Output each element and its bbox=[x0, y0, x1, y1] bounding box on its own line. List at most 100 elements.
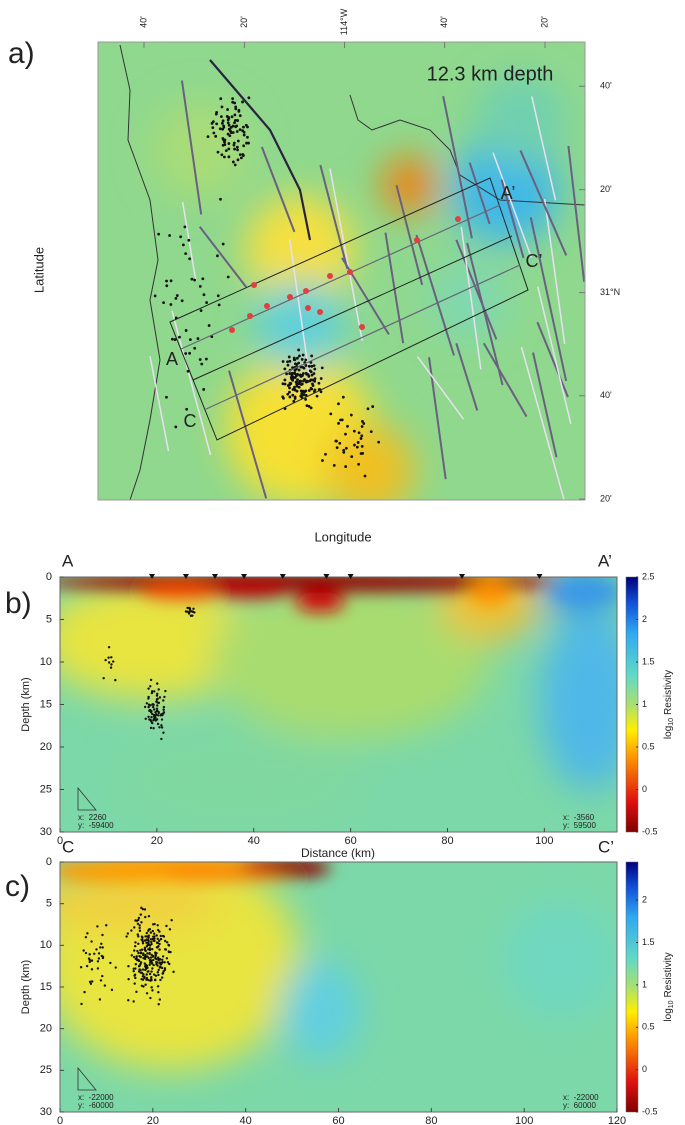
earthquake bbox=[242, 133, 246, 137]
earthquake bbox=[349, 413, 353, 417]
earthquake bbox=[125, 935, 128, 938]
earthquake bbox=[138, 929, 142, 932]
earthquake bbox=[227, 142, 231, 145]
resistivity-blob bbox=[120, 730, 360, 830]
earthquake bbox=[104, 658, 107, 662]
earthquake bbox=[93, 952, 96, 956]
resistivity-blob bbox=[150, 100, 250, 200]
earthquake bbox=[295, 356, 299, 360]
earthquake bbox=[337, 421, 340, 425]
earthquake bbox=[145, 992, 149, 995]
earthquake bbox=[242, 130, 246, 134]
y-tick-label: 20' bbox=[600, 493, 612, 503]
earthquake bbox=[150, 970, 153, 973]
earthquake bbox=[96, 967, 100, 970]
earthquake bbox=[143, 908, 147, 911]
earthquake bbox=[321, 459, 324, 462]
x-tick-label: 100 bbox=[515, 1115, 533, 1125]
earthquake bbox=[103, 984, 107, 987]
earthquake bbox=[156, 985, 160, 988]
earthquake bbox=[149, 938, 153, 941]
earthquake bbox=[140, 948, 144, 951]
earthquake bbox=[133, 982, 136, 985]
profile-line bbox=[203, 264, 521, 411]
corner-text: x: -22000 bbox=[78, 1093, 114, 1102]
coastline bbox=[119, 44, 161, 500]
earthquake bbox=[160, 737, 163, 741]
earthquake bbox=[145, 978, 148, 981]
earthquake bbox=[288, 395, 292, 399]
colorbar bbox=[625, 861, 639, 1113]
earthquake bbox=[135, 919, 139, 922]
earthquake bbox=[148, 972, 152, 976]
section-image bbox=[60, 862, 617, 1112]
fault bbox=[415, 234, 455, 356]
earthquake bbox=[145, 941, 148, 944]
earthquake bbox=[156, 704, 159, 707]
earthquake bbox=[224, 149, 228, 153]
fault bbox=[529, 217, 568, 382]
earthquake bbox=[139, 955, 142, 959]
earthquake bbox=[157, 232, 161, 236]
earthquake bbox=[312, 372, 316, 375]
earthquake bbox=[167, 943, 170, 947]
earthquake bbox=[186, 610, 189, 613]
earthquake bbox=[288, 390, 291, 394]
earthquake bbox=[220, 121, 224, 125]
earthquake bbox=[137, 935, 140, 938]
earthquake bbox=[90, 968, 94, 971]
earthquake bbox=[295, 384, 299, 388]
earthquake bbox=[289, 375, 293, 379]
y-tick-label: 25 bbox=[40, 783, 52, 795]
earthquake bbox=[149, 726, 153, 730]
earthquake bbox=[246, 135, 249, 139]
corner-text: x: -22000 bbox=[563, 1093, 599, 1102]
earthquake bbox=[90, 940, 93, 943]
x-tick-label: 40 bbox=[248, 835, 260, 847]
earthquake bbox=[150, 715, 153, 719]
earthquake bbox=[232, 141, 236, 145]
fault bbox=[395, 184, 424, 286]
earthquake bbox=[138, 924, 141, 927]
earthquake bbox=[204, 357, 208, 361]
earthquake bbox=[159, 714, 162, 717]
earthquake bbox=[346, 424, 349, 428]
earthquake bbox=[152, 955, 155, 958]
earthquake bbox=[302, 379, 305, 383]
stations bbox=[149, 574, 543, 579]
resistivity-section bbox=[60, 862, 330, 883]
earthquake bbox=[147, 956, 150, 960]
conductor bbox=[295, 592, 345, 612]
earthquake bbox=[226, 275, 230, 279]
earthquake bbox=[296, 372, 299, 376]
earthquake bbox=[146, 952, 149, 955]
earthquake bbox=[306, 373, 310, 376]
earthquake bbox=[301, 365, 305, 369]
x-axis-label: Distance (km) bbox=[301, 846, 375, 860]
earthquake bbox=[165, 279, 168, 283]
station bbox=[247, 313, 253, 319]
earthquake bbox=[109, 961, 112, 965]
colorbar-tick-label: 1.5 bbox=[642, 937, 655, 947]
earthquake bbox=[227, 147, 231, 151]
earthquake bbox=[141, 978, 145, 981]
earthquake bbox=[221, 127, 225, 131]
earthquake bbox=[299, 394, 303, 398]
conductor bbox=[60, 867, 180, 883]
earthquake bbox=[150, 709, 153, 713]
earthquake bbox=[169, 303, 173, 306]
earthquake bbox=[127, 999, 130, 1002]
earthquake bbox=[157, 957, 160, 961]
station bbox=[264, 303, 270, 309]
earthquake bbox=[290, 373, 294, 377]
x-tick-label: 120 bbox=[608, 1115, 626, 1125]
earthquake bbox=[152, 726, 155, 730]
orientation-triangle bbox=[77, 1066, 97, 1091]
x-tick-label: 20' bbox=[539, 16, 549, 28]
earthquake bbox=[160, 718, 164, 721]
earthquake bbox=[139, 961, 143, 964]
earthquake bbox=[138, 926, 141, 930]
y-tick-label: 20' bbox=[600, 184, 612, 194]
earthquake bbox=[242, 154, 245, 158]
earthquake bbox=[288, 359, 292, 363]
